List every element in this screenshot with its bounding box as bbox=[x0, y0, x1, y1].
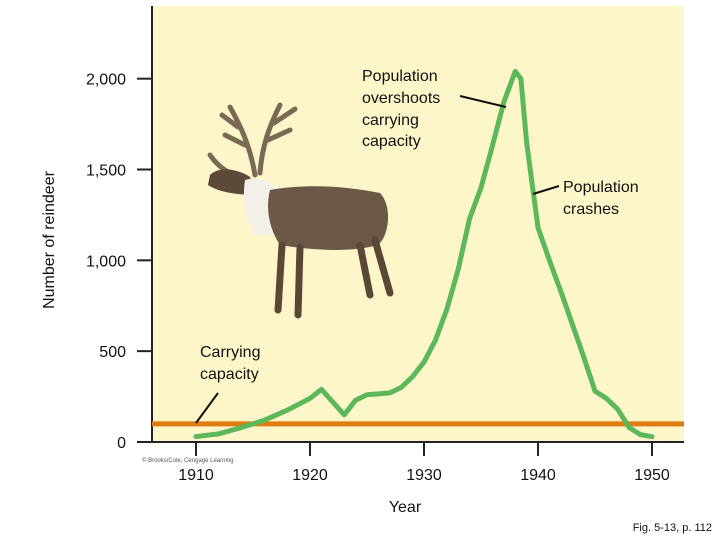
overshoot-line-2: overshoots bbox=[362, 90, 440, 107]
crash-pointer bbox=[532, 185, 560, 195]
overshoot-line-4: capacity bbox=[362, 133, 421, 150]
x-tick-label: 1940 bbox=[520, 467, 556, 484]
overshoot-pointer bbox=[459, 95, 507, 108]
crash-line-2: crashes bbox=[563, 201, 619, 218]
x-tick-label: 1950 bbox=[634, 467, 670, 484]
y-tick-label: 1,500 bbox=[86, 163, 126, 180]
x-tick-label: 1910 bbox=[178, 467, 214, 484]
y-axis-title: Number of reindeer bbox=[41, 170, 58, 309]
population-curve bbox=[193, 68, 655, 440]
capacity-line-2: capacity bbox=[200, 366, 259, 383]
crash-annotation: Population crashes bbox=[532, 179, 639, 218]
copyright-credit: © Brooks/Cole, Cengage Learning bbox=[142, 457, 233, 464]
capacity-pointer bbox=[195, 392, 219, 424]
y-tick-label: 500 bbox=[99, 344, 126, 361]
capacity-line-1: Carrying bbox=[200, 344, 260, 361]
y-tick-label: 0 bbox=[117, 435, 126, 452]
overshoot-line-1: Population bbox=[362, 68, 438, 85]
capacity-annotation: Carrying capacity bbox=[195, 344, 260, 424]
y-tick-label: 1,000 bbox=[86, 253, 126, 270]
overshoot-line-3: carrying bbox=[362, 112, 419, 129]
y-tick-label: 2,000 bbox=[86, 72, 126, 89]
overshoot-annotation: Population overshoots carrying capacity bbox=[362, 68, 507, 150]
reindeer-illustration bbox=[207, 102, 394, 319]
x-tick-label: 1930 bbox=[406, 467, 442, 484]
figure-reference: Fig. 5-13, p. 112 bbox=[633, 522, 712, 534]
crash-line-1: Population bbox=[563, 179, 639, 196]
x-tick-label: 1920 bbox=[292, 467, 328, 484]
x-axis-title: Year bbox=[389, 499, 422, 516]
